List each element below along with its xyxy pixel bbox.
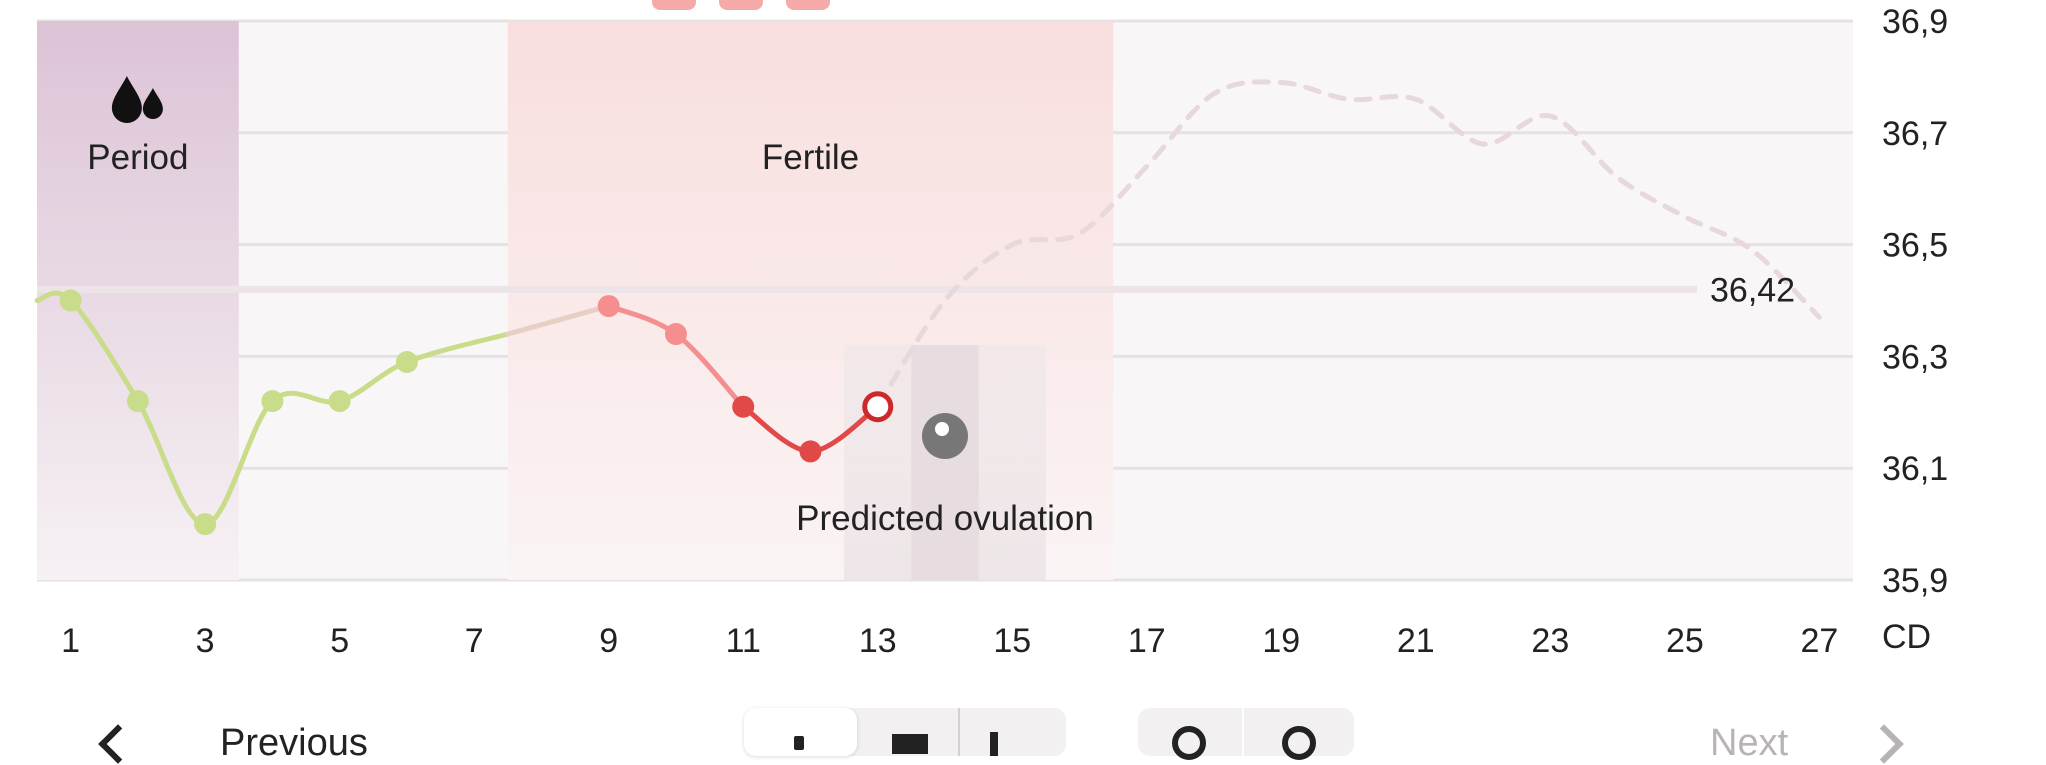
y-tick-label: 36,3 <box>1882 338 1948 376</box>
table-icon <box>892 734 928 754</box>
x-tick-label: 7 <box>465 622 484 660</box>
ovulation-marker-dot <box>935 422 949 436</box>
info-icon <box>794 736 804 750</box>
predicted-temperature-line <box>875 79 1822 410</box>
view-bars-button[interactable] <box>958 708 1060 756</box>
predicted-ovulation-label: Predicted ovulation <box>796 499 1094 538</box>
temperature-point <box>664 323 687 346</box>
next-button[interactable]: Next <box>1690 716 1920 764</box>
ovulation-marker-icon <box>922 413 968 459</box>
zoom-in-icon <box>1282 726 1316 760</box>
temperature-point <box>328 390 351 413</box>
x-tick-label: 11 <box>726 622 761 660</box>
top-indicator-2 <box>719 0 763 10</box>
y-tick-label: 36,5 <box>1882 227 1948 265</box>
view-chart-button[interactable] <box>744 708 857 756</box>
zoom-in-button[interactable] <box>1246 708 1354 760</box>
previous-label: Previous <box>220 722 368 764</box>
top-indicator-3 <box>786 0 830 10</box>
x-tick-label: 1 <box>61 622 80 660</box>
view-table-button[interactable] <box>862 708 952 756</box>
chevron-left-icon <box>98 724 138 764</box>
zoom-out-button[interactable] <box>1138 708 1244 760</box>
top-indicator-1 <box>652 0 696 10</box>
drop-small <box>142 88 163 119</box>
next-label: Next <box>1710 722 1789 764</box>
temperature-chart: Period Fertile 36,42 Predicted ovulation 36… <box>34 3 1948 660</box>
x-tick-label: 21 <box>1397 622 1435 660</box>
x-tick-label: 5 <box>330 622 349 660</box>
chevron-right-icon <box>1864 724 1904 764</box>
reference-line-label: 36,42 <box>1710 271 1795 309</box>
temperature-point <box>597 295 620 318</box>
y-tick-label: 35,9 <box>1882 562 1948 600</box>
y-tick-label: 36,9 <box>1882 3 1948 41</box>
zoom-group[interactable] <box>1138 708 1354 760</box>
x-tick-label: 25 <box>1666 622 1704 660</box>
x-tick-label: 15 <box>993 622 1031 660</box>
x-tick-label: 27 <box>1800 622 1838 660</box>
x-tick-label: 9 <box>599 622 618 660</box>
x-tick-label: 3 <box>196 622 215 660</box>
x-tick-label: 17 <box>1128 622 1166 660</box>
x-tick-label: 19 <box>1262 622 1300 660</box>
phase-label-period: Period <box>87 138 188 177</box>
temperature-point <box>799 440 822 463</box>
previous-button[interactable]: Previous <box>90 716 368 764</box>
zoom-out-icon <box>1172 726 1206 760</box>
temperature-point <box>126 390 149 413</box>
temperature-point <box>732 395 755 418</box>
ovulation-day-band <box>911 345 979 580</box>
temperature-point <box>395 350 418 373</box>
drops-icon <box>111 76 163 123</box>
y-tick-label: 36,7 <box>1882 115 1948 153</box>
y-tick-label: 36,1 <box>1882 450 1948 488</box>
x-tick-label: 13 <box>859 622 897 660</box>
x-tick-label: 23 <box>1531 622 1569 660</box>
drop-large <box>111 76 142 123</box>
today-point <box>862 391 894 423</box>
temperature-point <box>194 513 217 536</box>
temperature-point <box>261 390 284 413</box>
x-axis-unit-label: CD <box>1882 618 1931 656</box>
temperature-point <box>59 289 82 312</box>
phase-label-fertile: Fertile <box>762 138 859 177</box>
bars-icon <box>990 732 998 756</box>
view-toggle-group[interactable] <box>744 708 1066 756</box>
